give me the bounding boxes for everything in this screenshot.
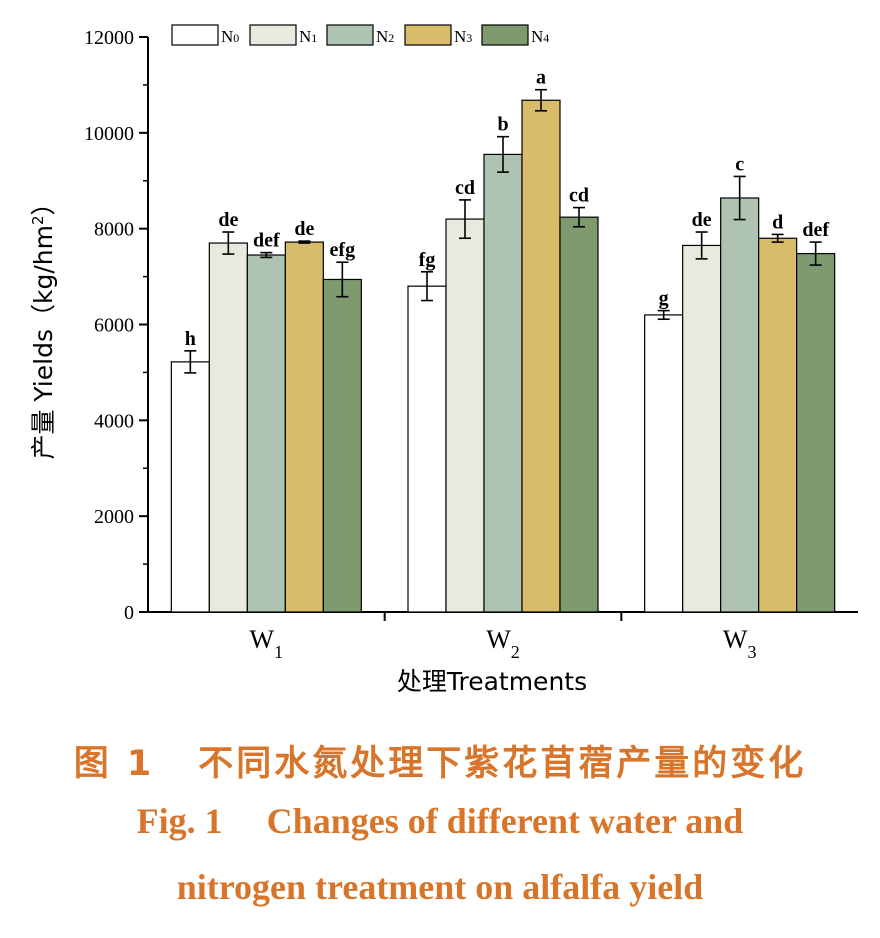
error-bar [809,241,822,266]
significance-letter: cd [455,177,475,199]
y-tick-label: 12000 [84,27,134,49]
legend-swatch [404,24,452,46]
error-bar [336,261,349,298]
y-axis-title: 产量 Yields（kg/hm2） [29,190,58,459]
legend-swatch [249,24,297,46]
bar-N2-W3 [720,197,760,613]
caption-cn-number: 图 1 [73,744,155,784]
significance-letter: g [659,288,669,310]
legend-swatch [171,24,219,46]
error-bar [298,240,311,244]
legend: N0 N1 N2 N3 N4 [171,24,549,46]
error-bar [421,270,433,302]
y-tick-label: 2000 [94,506,134,528]
error-bar [222,231,235,255]
figure-caption-english-line1: Fig. 1 Changes of different water and [0,800,880,842]
bar-N1-W2 [445,218,485,613]
significance-letter: def [802,219,829,241]
bar-N3-W3 [758,237,798,613]
bar-N2-W2 [483,153,523,613]
error-bar [573,206,585,228]
caption-cn-text: 不同水氮处理下紫花苜蓿产量的变化 [198,744,807,784]
legend-label: N3 [454,27,472,46]
error-bar [184,350,197,374]
bar-N4-W2 [559,216,599,613]
y-tick-label: 6000 [94,315,134,337]
x-axis: W1 W2 W3 [148,611,858,662]
significance-letter: h [185,328,196,350]
y-tick-label: 0 [124,602,134,624]
y-tick-label: 8000 [94,219,134,241]
legend-label: N2 [376,27,394,46]
bar-N0-W1 [170,361,210,613]
significance-letter: cd [569,185,589,207]
caption-en-number: Fig. 1 [136,801,223,841]
legend-swatch [326,24,374,46]
error-bar [733,175,746,221]
error-bar [657,309,670,321]
bar-N3-W1 [284,241,324,613]
legend-swatch [481,24,529,46]
figure-caption-chinese: 图 1 不同水氮处理下紫花苜蓿产量的变化 [0,735,880,786]
error-bar [459,199,471,240]
significance-letter: fg [419,249,436,271]
legend-label: N4 [531,27,549,46]
significance-letter: de [692,209,712,231]
bar-chart: 0 2000 4000 6000 8000 10000 12000 W1 W2 W3 h fg g d… [29,24,858,696]
bar-N3-W2 [521,99,561,613]
bar-N4-W1 [322,278,362,613]
bar-N2-W1 [246,254,286,613]
significance-letter: a [536,67,546,89]
legend-item-N4: N4 [481,24,549,46]
significance-letter: c [735,153,744,175]
figure-caption-english-line2: nitrogen treatment on alfalfa yield [176,867,704,907]
bar-N1-W1 [208,242,248,613]
error-bar [260,251,273,259]
y-tick-label: 4000 [94,410,134,432]
caption-en-text-line1: Changes of different water and [266,801,744,841]
legend-item-N1: N1 [249,24,317,46]
y-tick-label: 10000 [84,123,134,145]
x-category-label: W3 [723,625,757,662]
error-bar [497,135,509,173]
significance-letter: efg [330,239,356,261]
bar-N0-W3 [644,314,684,613]
error-bar [695,231,708,260]
legend-label: N1 [299,27,317,46]
legend-item-N2: N2 [326,24,394,46]
legend-item-N0: N0 [171,24,239,46]
bar-N4-W3 [796,252,836,613]
legend-label: N0 [221,27,239,46]
x-axis-title: 处理Treatments [397,667,587,696]
x-category-label: W2 [486,625,520,662]
bar-N0-W2 [407,285,447,613]
error-bar [771,233,784,243]
error-bar [535,88,547,112]
significance-letter: def [253,230,280,252]
significance-letter: b [497,114,508,136]
significance-letter: de [294,218,314,240]
x-category-label: W1 [250,625,284,662]
y-axis: 0 2000 4000 6000 8000 10000 12000 [84,27,149,624]
significance-letter: d [772,211,783,233]
bar-N1-W3 [682,244,722,613]
legend-item-N3: N3 [404,24,472,46]
significance-letter: de [218,209,238,231]
